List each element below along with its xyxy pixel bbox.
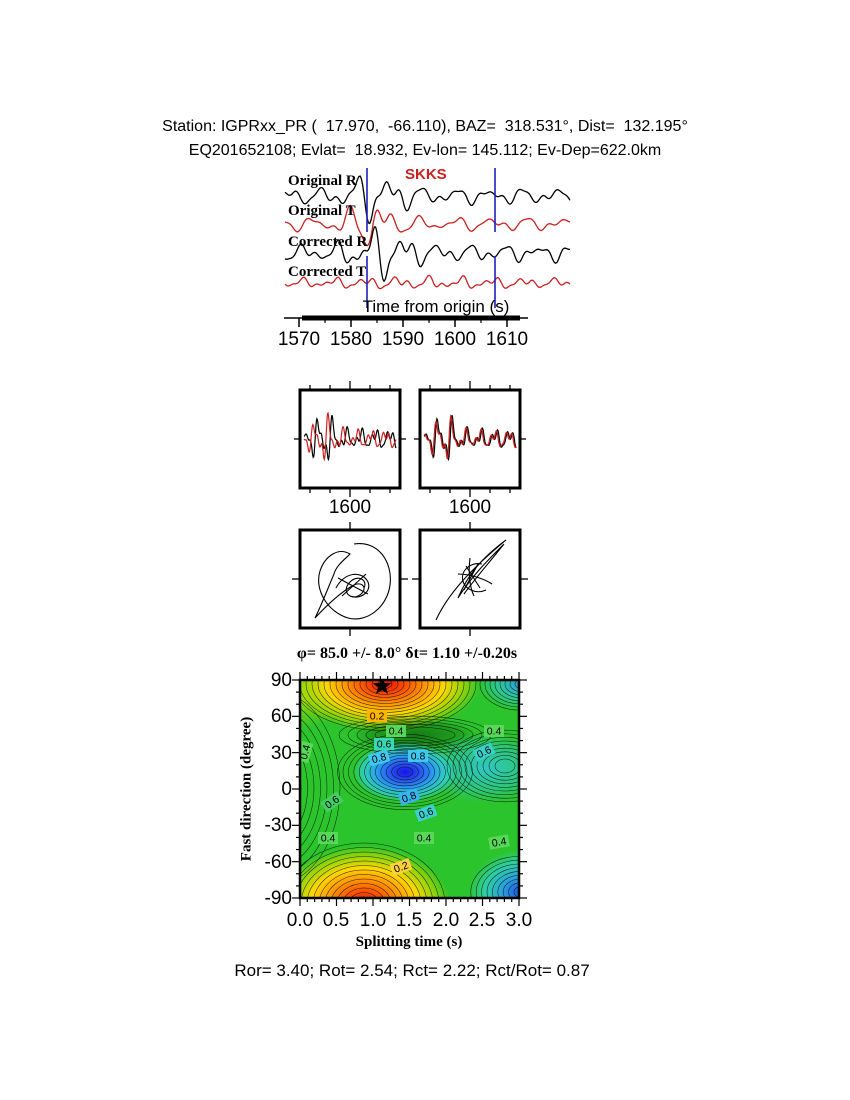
- trace-label-corrected-t: Corrected T: [288, 264, 367, 280]
- contour-label: 0.4: [414, 832, 434, 845]
- time-tick-1580: 1580: [329, 329, 373, 350]
- contour-xlabel: Splitting time (s): [355, 934, 463, 950]
- svg-text:0.4: 0.4: [487, 726, 502, 738]
- best-solution-star: [372, 680, 392, 694]
- contour-label: 0.4: [488, 834, 510, 850]
- event-header-line2: EQ201652108; Evlat= 18.932, Ev-lon= 145.…: [188, 142, 662, 159]
- time-tick-1600: 1600: [433, 329, 477, 350]
- xtick-3.0: 3.0: [505, 910, 533, 931]
- contour-label: 0.6: [472, 742, 496, 762]
- contour-label: 0.4: [318, 832, 338, 845]
- xtick-1.0: 1.0: [359, 910, 387, 931]
- station-header-line1: Station: IGPRxx_PR ( 17.970, -66.110), B…: [162, 118, 688, 135]
- overlay-panel-svg: [294, 381, 406, 497]
- particle-motion-panel-svg: [412, 522, 528, 636]
- svg-text:0.4: 0.4: [389, 726, 404, 738]
- xtick-0.5: 0.5: [322, 910, 350, 931]
- xtick-2.0: 2.0: [432, 910, 460, 931]
- ytick-0: 0: [281, 779, 292, 800]
- ytick-m90: -90: [264, 888, 292, 909]
- svg-text:0.8: 0.8: [371, 751, 388, 766]
- ytick-30: 30: [270, 743, 292, 764]
- contour-title-phi-dt: φ= 85.0 +/- 8.0° δt= 1.10 +/-0.20s: [296, 645, 518, 662]
- svg-text:0.4: 0.4: [321, 833, 336, 845]
- xtick-2.5: 2.5: [468, 910, 496, 931]
- contour-field: 0.20.40.60.8 0.8 0.60.40.40.6 0.80.60.4 0.4 0…: [298, 680, 519, 898]
- xtick-0.0: 0.0: [286, 910, 314, 931]
- contour-label: 0.6: [374, 738, 394, 751]
- waveform-traces-svg: [284, 168, 571, 308]
- svg-text:0.6: 0.6: [417, 805, 435, 821]
- time-tick-1610: 1610: [485, 329, 529, 350]
- svg-text:0.6: 0.6: [475, 744, 493, 761]
- time-axis-svg: [284, 315, 528, 327]
- svg-text:0.6: 0.6: [377, 739, 392, 751]
- contour-label: 0.6: [414, 803, 438, 823]
- time-axis-title: Time from origin (s): [362, 297, 510, 316]
- svg-text:0.4: 0.4: [417, 833, 432, 845]
- phase-label-skks: SKKS: [405, 166, 447, 183]
- svg-text:0.2: 0.2: [370, 711, 385, 723]
- contour-label: 0.4: [386, 725, 406, 738]
- contour-plot-svg: 0.20.40.60.8 0.8 0.60.40.40.6 0.80.60.4 0.4 0…: [292, 672, 527, 906]
- quality-stats-footer: Ror= 3.40; Rot= 2.54; Rct= 2.22; Rct/Rot…: [234, 961, 590, 980]
- svg-text:0.4: 0.4: [491, 835, 508, 849]
- overlay-left-tick-1600: 1600: [328, 497, 372, 518]
- ytick-m30: -30: [264, 815, 292, 836]
- svg-text:0.8: 0.8: [400, 789, 418, 805]
- contour-label: 0.8: [397, 787, 421, 807]
- overlay-right-tick-1600: 1600: [448, 497, 492, 518]
- particle-motion-panel-svg: [292, 522, 408, 636]
- overlay-panel-svg: [414, 381, 526, 497]
- xtick-1.5: 1.5: [395, 910, 423, 931]
- svg-text:0.2: 0.2: [392, 859, 410, 875]
- time-tick-1590: 1590: [381, 329, 425, 350]
- contour-label: 0.2: [389, 857, 413, 877]
- trace-label-corrected-r: Corrected R: [288, 234, 368, 250]
- ytick-90: 90: [270, 670, 292, 691]
- contour-label: 0.4: [484, 725, 504, 738]
- svg-text:0.8: 0.8: [411, 751, 426, 763]
- contour-label: 0.8: [367, 749, 391, 767]
- contour-label: 0.8: [408, 750, 428, 763]
- contour-label: 0.2: [367, 710, 387, 723]
- ytick-m60: -60: [264, 852, 292, 873]
- time-tick-1570: 1570: [277, 329, 321, 350]
- svg-text:0.4: 0.4: [298, 743, 313, 760]
- trace-label-original-t: Original T: [288, 203, 356, 219]
- trace-label-original-r: Original R: [288, 173, 357, 189]
- ytick-60: 60: [270, 706, 292, 727]
